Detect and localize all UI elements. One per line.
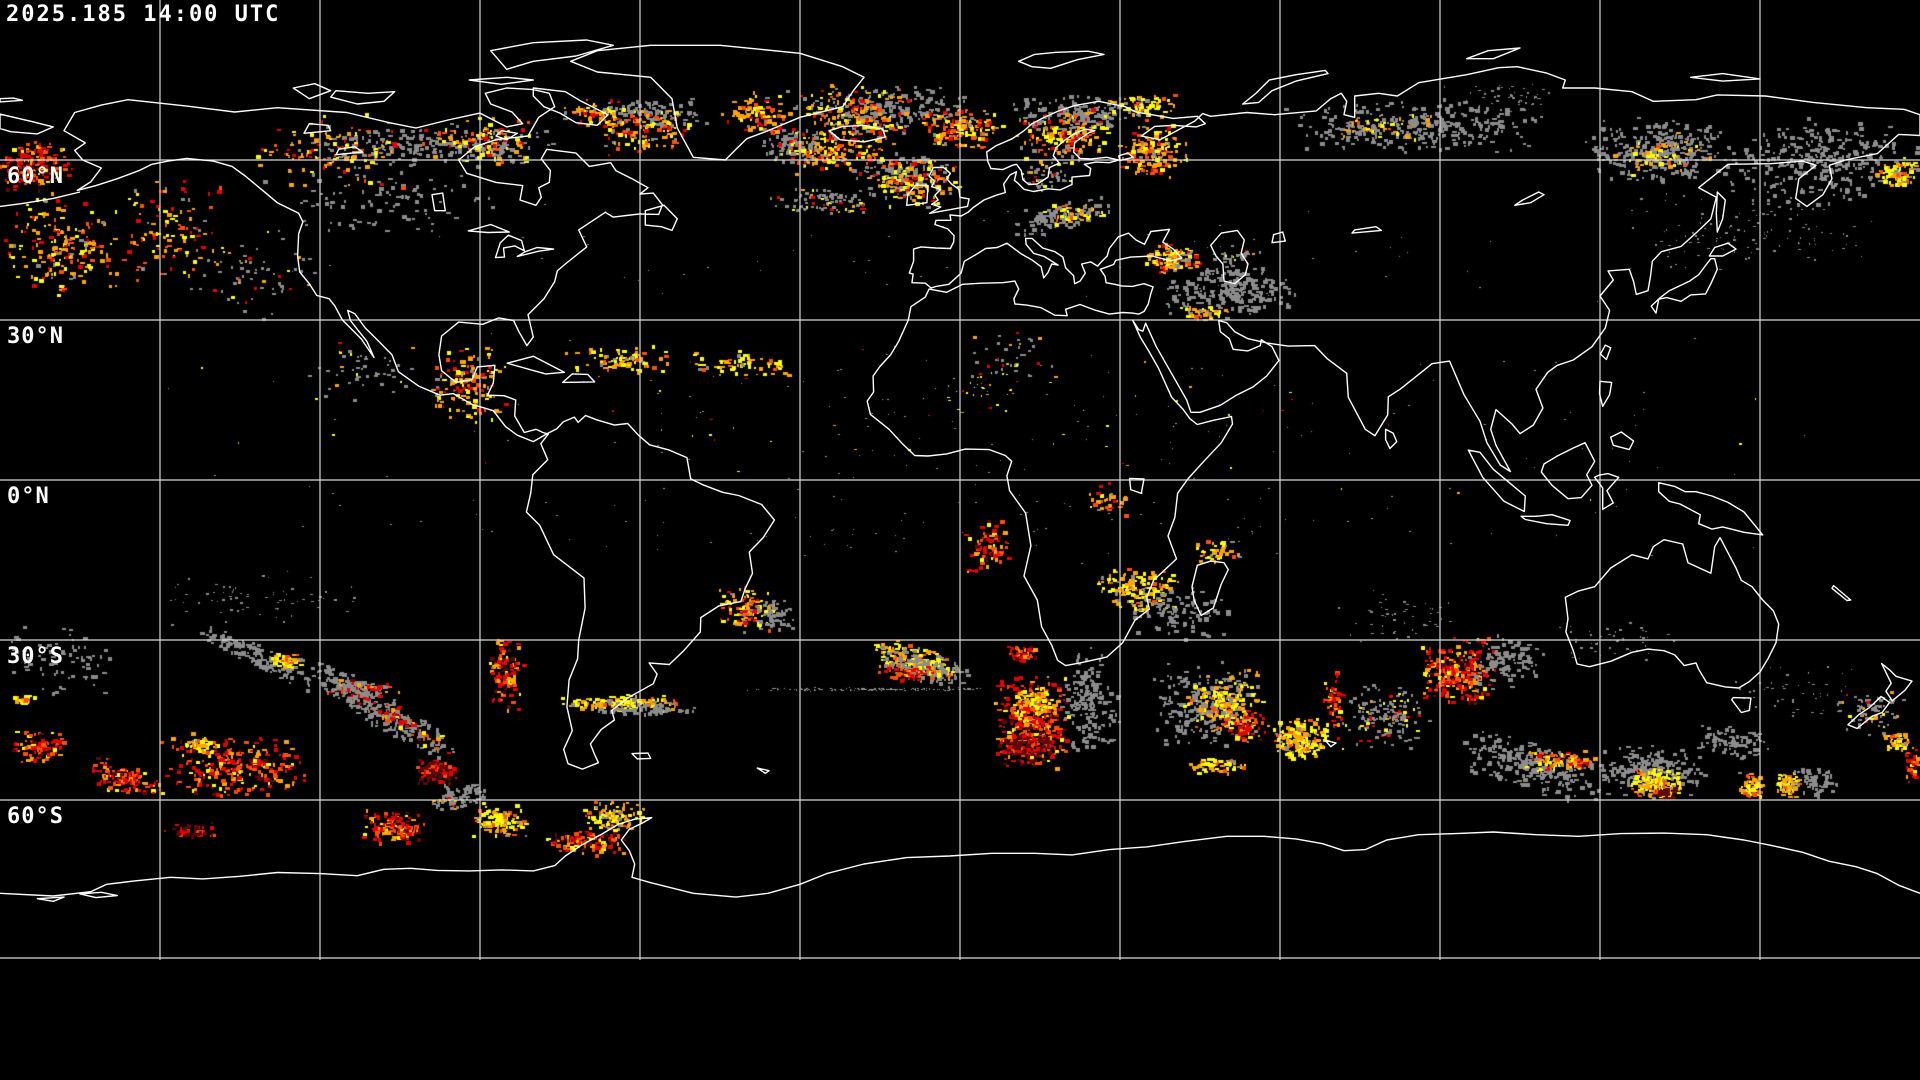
coastline-grid-layer (0, 0, 1920, 960)
lat-label-30s: 30°S (7, 644, 64, 669)
timestamp: 2025.185 14:00 UTC (6, 2, 281, 27)
lat-label-60n: 60°N (7, 164, 64, 189)
lat-label-60s: 60°S (7, 804, 64, 829)
legend-bar: SLW Large Drop Index 13.5-1616-1919-2222… (0, 960, 1920, 1080)
graticule (0, 0, 1920, 960)
coastlines (0, 39, 1920, 902)
lat-label-30n: 30°N (7, 324, 64, 349)
lat-label-0n: 0°N (7, 484, 50, 509)
